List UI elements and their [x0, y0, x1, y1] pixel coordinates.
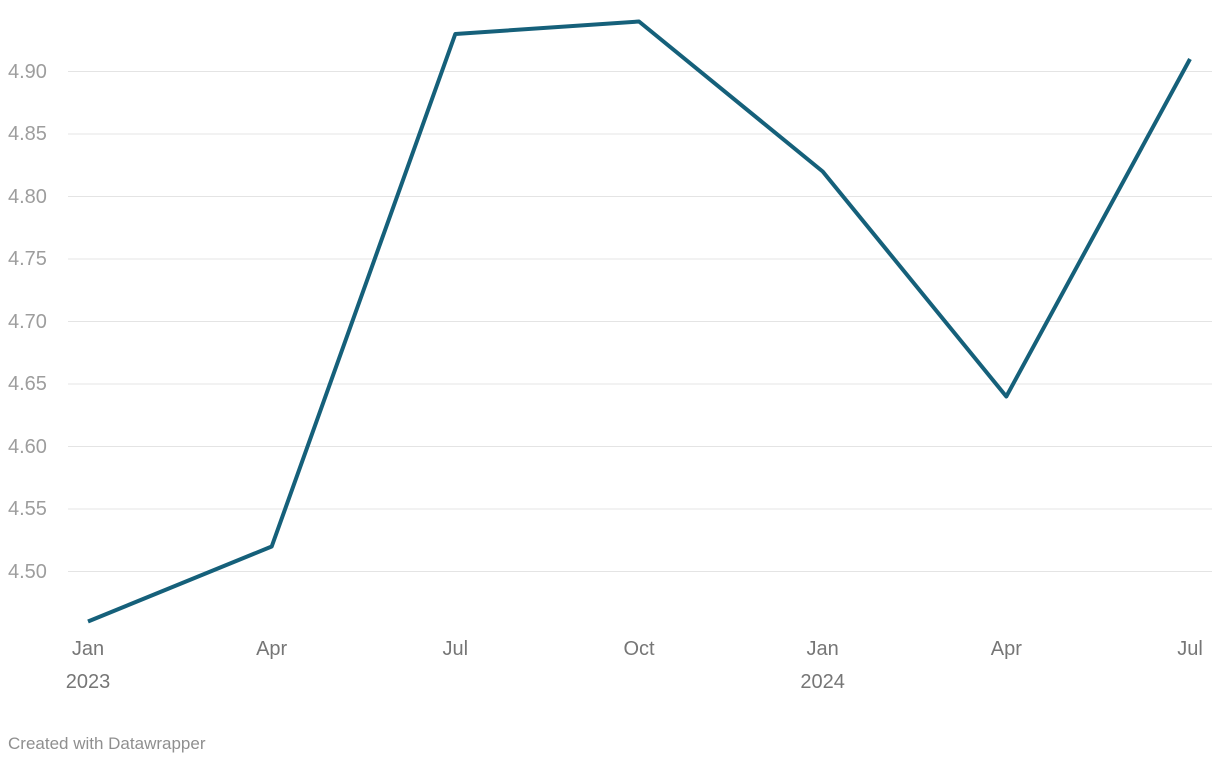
- x-axis-tick-line: Jul: [1177, 638, 1203, 660]
- chart-canvas: [68, 19, 1212, 624]
- x-axis-tick-label: Jul: [1130, 633, 1220, 666]
- y-axis-tick-label: 4.70: [8, 310, 47, 333]
- y-axis-tick-label: 4.90: [8, 60, 47, 83]
- y-axis-tick-label: 4.60: [8, 435, 47, 458]
- datawrapper-credit: Created with Datawrapper: [8, 734, 206, 753]
- x-axis-tick-label: Jul: [395, 633, 515, 666]
- x-axis-tick-label: Apr: [212, 633, 332, 666]
- y-axis-tick-label: 4.65: [8, 373, 47, 395]
- x-axis-tick-label: Apr: [946, 633, 1066, 666]
- x-axis-tick-line: Oct: [623, 638, 655, 660]
- x-axis-tick-line: Jan: [806, 638, 839, 660]
- y-axis-tick-label: 4.85: [8, 123, 47, 145]
- y-axis-tick-label: 4.80: [8, 185, 47, 208]
- x-axis-tick-line: Jan: [71, 638, 105, 660]
- data-line: [87, 19, 1192, 624]
- y-axis-tick-label: 4.75: [8, 248, 47, 270]
- x-axis-tick-line: 2024: [800, 671, 845, 693]
- x-axis-tick-label: Oct: [579, 633, 699, 666]
- y-axis-tick-label: 4.55: [8, 498, 47, 520]
- x-axis-tick-line: 2023: [65, 671, 111, 693]
- x-axis-tick-line: Apr: [256, 638, 288, 660]
- x-axis-tick-label: Jan 2023: [28, 633, 148, 699]
- y-axis-tick-label: 4.50: [8, 560, 47, 583]
- x-axis-tick-line: Apr: [990, 638, 1022, 660]
- x-axis-tick-line: Jul: [442, 638, 469, 660]
- x-axis-tick-label: Jan 2024: [763, 633, 883, 699]
